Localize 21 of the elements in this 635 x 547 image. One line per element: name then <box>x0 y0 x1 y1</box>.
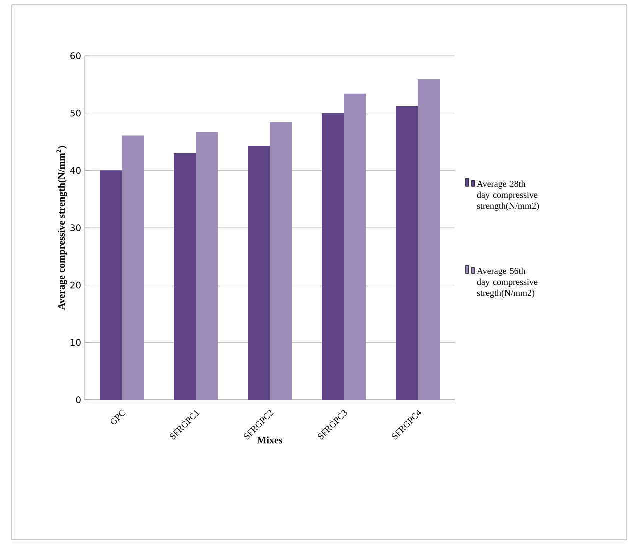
y-tick-label: 30 <box>70 224 81 232</box>
bar <box>174 153 196 400</box>
bar <box>344 94 366 400</box>
x-tick-label: GPC <box>110 410 126 425</box>
bar <box>322 113 344 400</box>
y-tick-label: 20 <box>70 282 81 289</box>
legend-label: Average 56th day compressive stregth(N/mm2) <box>477 268 538 298</box>
y-axis-title: Average compressive strength(N/mm$^{2}$) <box>56 146 68 310</box>
legend-label: Average 28th day compressive strength(N/mm2) <box>477 180 540 211</box>
y-tick-label: 50 <box>70 110 81 117</box>
y-tick-label: 0 <box>76 396 81 404</box>
y-tick-label: 40 <box>70 167 81 174</box>
bar <box>418 80 440 400</box>
bar <box>270 122 292 400</box>
y-tick-label: 10 <box>71 339 81 346</box>
bar <box>248 146 270 400</box>
bar <box>122 136 144 400</box>
y-tick-label: 60 <box>70 52 81 60</box>
bar <box>396 106 418 400</box>
bar <box>196 132 218 400</box>
bar <box>100 170 122 400</box>
